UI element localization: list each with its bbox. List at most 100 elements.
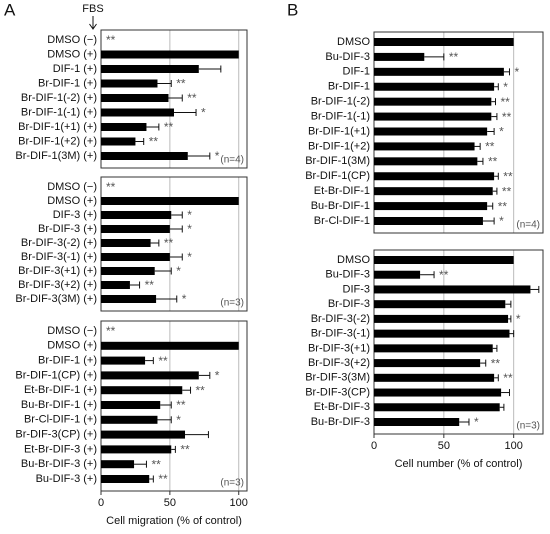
bar [374, 314, 509, 323]
category-label: Br-DIF-1(-1) (+) [21, 106, 97, 118]
category-label: Br-DIF-1(3M) [305, 155, 370, 167]
category-label: Br-DIF-3(3M) [305, 372, 370, 384]
category-label: DMSO (+) [47, 48, 97, 60]
bar [374, 142, 475, 151]
bar [374, 97, 492, 106]
bar [374, 300, 506, 309]
sample-size: (n=4) [220, 155, 244, 166]
significance: * [187, 208, 192, 222]
category-label: Br-DIF-3(+2) (+) [18, 279, 97, 291]
significance: * [176, 264, 181, 278]
category-label: Br-Cl-DIF-1 (+) [24, 414, 97, 426]
x-axis-label: Cell migration (% of control) [106, 515, 242, 527]
significance: ** [180, 443, 190, 457]
panel-label: A [4, 0, 16, 19]
significance: ** [106, 180, 116, 194]
significance: * [215, 369, 220, 383]
category-label: Et-Br-DIF-3 (+) [24, 443, 97, 455]
significance: ** [106, 33, 116, 47]
significance: * [187, 250, 192, 264]
category-label: Bu-Br-DIF-1 (+) [21, 399, 97, 411]
significance: * [187, 222, 192, 236]
category-label: Br-DIF-3(-2) (+) [21, 237, 97, 249]
significance: ** [151, 457, 161, 471]
category-label: Bu-Br-DIF-3 [311, 416, 370, 428]
x-tick-label: 50 [164, 497, 176, 509]
x-tick-label: 50 [438, 440, 450, 452]
bar [101, 386, 183, 395]
category-label: DMSO (−) [47, 34, 97, 46]
category-label: Br-Cl-DIF-1 [314, 215, 370, 227]
bar [101, 253, 170, 261]
fbs-label: FBS [82, 3, 103, 15]
bar [374, 157, 478, 166]
category-label: Br-DIF-1(+2) (+) [18, 135, 97, 147]
significance: * [215, 149, 220, 163]
category-label: Br-DIF-1(+2) [308, 140, 370, 152]
bar [374, 388, 502, 397]
bar [101, 341, 239, 350]
category-label: Br-DIF-1 [328, 81, 370, 93]
significance: ** [176, 398, 186, 412]
significance: ** [145, 278, 155, 292]
significance: ** [502, 184, 512, 198]
category-label: Br-DIF-3 (+) [38, 223, 97, 235]
bar [374, 329, 510, 338]
bar [101, 65, 199, 73]
significance: * [499, 214, 504, 228]
bar [374, 112, 492, 121]
sample-size: (n=4) [516, 220, 540, 231]
significance: ** [488, 155, 498, 169]
significance: * [176, 413, 181, 427]
category-label: DMSO [337, 36, 370, 48]
significance: ** [491, 356, 501, 370]
bar [374, 359, 481, 368]
bar [374, 217, 483, 225]
sample-size: (n=3) [516, 421, 540, 432]
significance: ** [149, 135, 159, 149]
bar [101, 445, 172, 454]
category-label: DIF-3 (+) [53, 209, 97, 221]
significance: ** [485, 140, 495, 154]
category-label: Br-DIF-3(CP) (+) [15, 429, 97, 441]
bar [374, 202, 488, 211]
sample-size: (n=3) [220, 298, 244, 309]
bar [101, 152, 188, 160]
significance: ** [164, 236, 174, 250]
significance: ** [501, 95, 511, 109]
bar [374, 285, 531, 294]
significance: * [516, 312, 521, 326]
bar [101, 475, 150, 483]
category-label: Bu-Br-DIF-1 [311, 200, 370, 212]
bar [374, 418, 460, 426]
significance: ** [502, 110, 512, 124]
significance: ** [106, 324, 116, 338]
bar [101, 225, 170, 233]
category-label: Br-DIF-3(-2) [311, 313, 370, 325]
category-label: Br-DIF-3(-1) [311, 328, 370, 340]
significance: ** [449, 50, 459, 64]
significance: ** [196, 383, 206, 397]
category-label: Br-DIF-1(-2) [311, 96, 370, 108]
category-label: DMSO (+) [47, 340, 97, 352]
x-tick-label: 100 [504, 440, 522, 452]
category-label: Et-Br-DIF-1 [314, 185, 370, 197]
x-tick-label: 0 [98, 497, 104, 509]
bar [374, 187, 493, 196]
x-axis-label: Cell number (% of control) [395, 458, 523, 470]
category-label: Br-DIF-1(-2) (+) [21, 92, 97, 104]
category-label: Br-DIF-3(+1) [308, 342, 370, 354]
category-label: Br-DIF-3(+2) [308, 357, 370, 369]
bar [374, 67, 504, 76]
category-label: Br-DIF-1(+1) [308, 125, 370, 137]
bar [374, 127, 488, 136]
bar [101, 281, 130, 289]
category-label: Br-DIF-1(CP) (+) [15, 369, 97, 381]
significance: ** [176, 77, 186, 91]
x-tick-label: 100 [230, 497, 248, 509]
category-label: Br-DIF-3 [328, 298, 370, 310]
bar [374, 270, 421, 279]
bar [101, 295, 157, 303]
bar [374, 373, 495, 382]
significance: * [474, 415, 479, 429]
